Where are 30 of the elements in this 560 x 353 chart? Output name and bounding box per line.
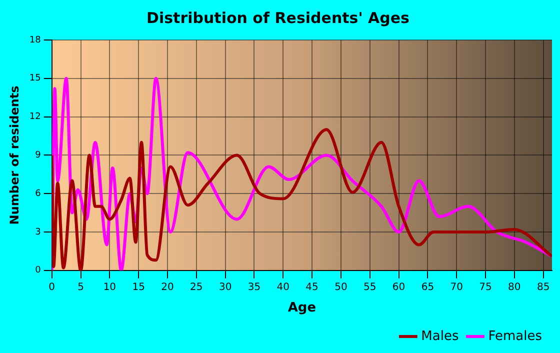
y-tick-label: 18 [29, 35, 42, 46]
x-tick-label: 65 [421, 282, 434, 293]
x-tick-label: 10 [103, 282, 116, 293]
legend-label: Males [421, 328, 459, 344]
x-tick-label: 80 [508, 282, 521, 293]
x-tick-label: 75 [479, 282, 492, 293]
y-tick-label: 0 [35, 266, 42, 276]
y-tick-label: 12 [29, 112, 41, 122]
x-tick-label: 55 [364, 282, 376, 293]
x-tick-label: 20 [161, 282, 174, 293]
x-tick-label: 50 [334, 282, 348, 293]
x-tick-label: 0 [48, 282, 56, 293]
x-tick-label: 45 [306, 282, 318, 293]
x-tick-label: 30 [218, 282, 232, 293]
chart-title: Distribution of Residents' Ages [146, 8, 410, 27]
x-tick-label: 5 [78, 282, 84, 293]
x-tick-label: 40 [276, 282, 290, 293]
x-tick-label: 35 [248, 282, 261, 293]
x-tick-label: 60 [392, 282, 406, 293]
x-tick-label: 70 [450, 282, 463, 293]
y-tick-label: 6 [35, 188, 42, 199]
x-axis-title: Age [288, 300, 316, 316]
y-tick-label: 15 [29, 74, 41, 84]
legend-label: Females [488, 328, 542, 344]
x-tick-label: 25 [190, 282, 203, 293]
y-tick-label: 3 [35, 227, 41, 238]
x-tick-label: 85 [536, 282, 550, 293]
y-tick-label: 9 [35, 150, 42, 161]
x-tick-label: 15 [132, 282, 145, 293]
y-axis-title: Number of residents [7, 86, 22, 225]
